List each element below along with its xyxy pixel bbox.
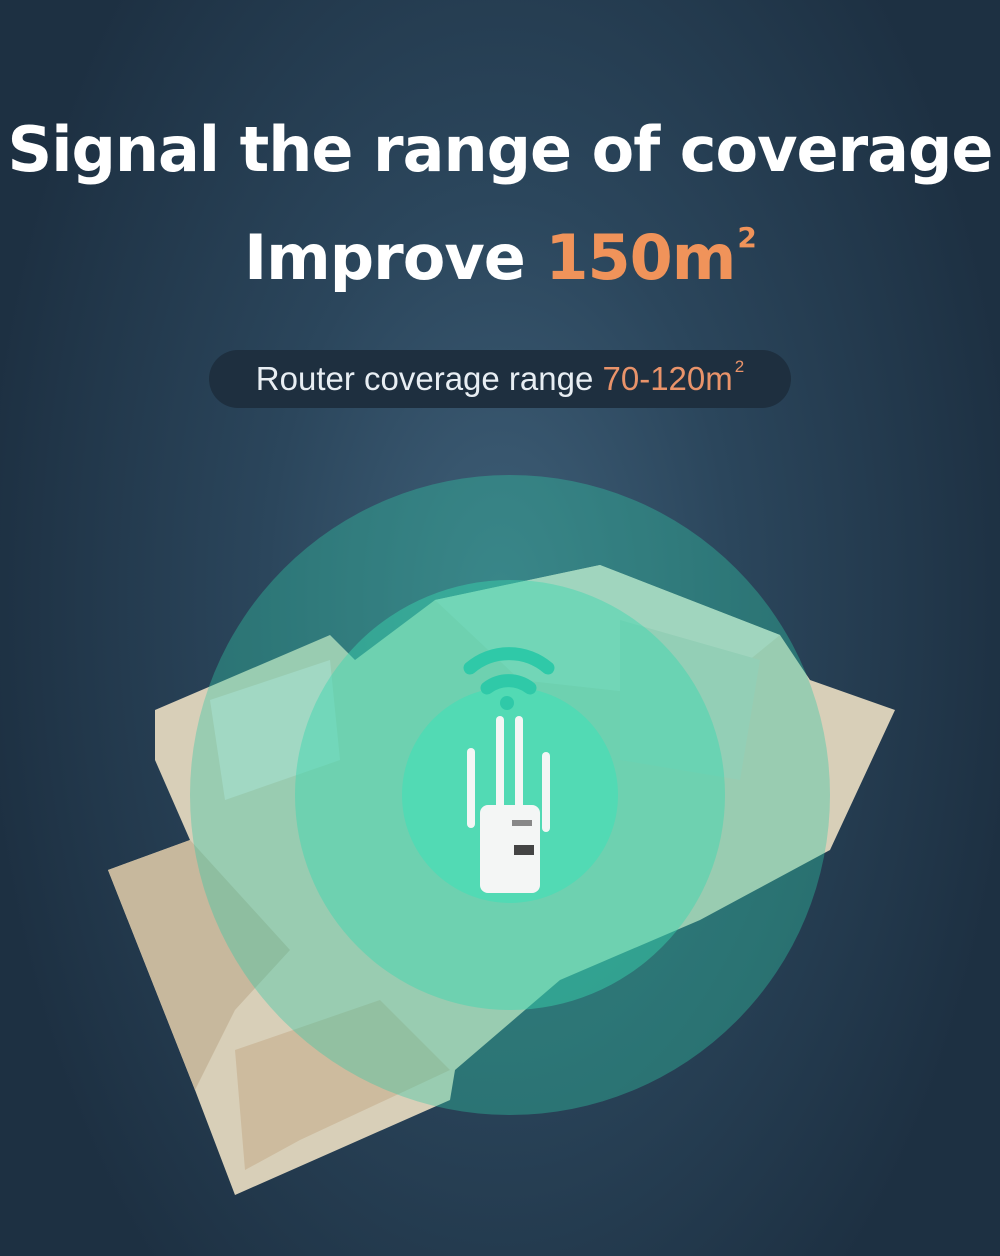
headline-line2: Improve 150m2	[0, 218, 1000, 298]
subtitle-value-number: 70-120m	[602, 360, 733, 397]
wifi-signal-icon	[463, 647, 555, 710]
router-coverage-badge: Router coverage range 70-120m 2	[209, 350, 791, 408]
subtitle-unit-sup: 2	[734, 357, 745, 376]
headline-unit-sup: 2	[737, 221, 757, 254]
range-extender-device	[467, 716, 550, 893]
headline-prefix: Improve	[244, 221, 546, 294]
coverage-circle-inner	[402, 687, 618, 903]
subtitle-prefix: Router coverage range	[255, 360, 603, 397]
headline-line1: Signal the range of coverage	[7, 113, 994, 186]
headline-value-number: 150m	[545, 221, 736, 294]
